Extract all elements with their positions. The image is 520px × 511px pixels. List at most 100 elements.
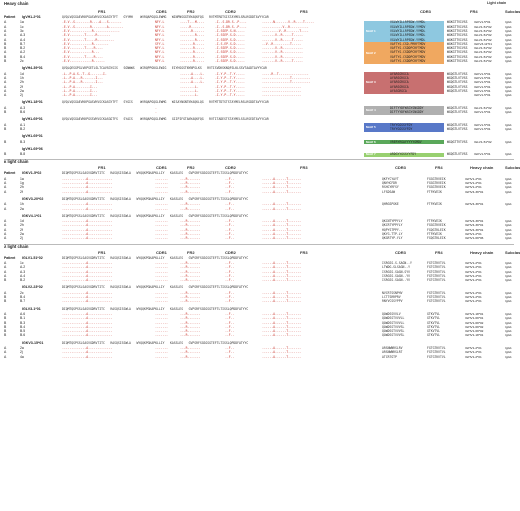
subclass: IgG1 xyxy=(505,346,512,350)
column-header-fr4: FR4 xyxy=(435,249,443,255)
motif-box xyxy=(364,152,444,157)
cdr3-sequence: VAFTYS-CSDDPCRFTMDV xyxy=(390,50,426,55)
cdr1-mutations: NFY-L xyxy=(155,20,165,25)
fr1-mutations: -E-V--S--------R----A---S------- xyxy=(62,20,122,25)
subclass: IgG1 xyxy=(505,185,512,190)
fr4-sequence: WGKGTTVIVSS xyxy=(447,37,468,42)
cdr2-mutations: --F-- xyxy=(225,333,235,338)
subclass: IgG1 xyxy=(505,219,512,224)
clone-id: B.4 xyxy=(20,54,26,59)
germline-gene: IGKV3-15*01 xyxy=(22,340,44,345)
clone-id: B.7 xyxy=(20,41,26,46)
subclass: IgG1 xyxy=(505,295,512,299)
fr1-mutations: -L--P-A---R-------I--- xyxy=(62,75,103,80)
patient-id: A xyxy=(4,346,7,350)
cdr3-sequence: ATCRTGTP xyxy=(382,354,397,359)
clone-id: B.3 xyxy=(20,139,26,144)
column-header-cdr3: CDR3 xyxy=(395,249,406,255)
clone-id: 2h xyxy=(20,185,24,190)
patient-id: A xyxy=(4,273,7,278)
cdr1-mutations: ------- xyxy=(155,273,169,278)
column-header-subclass: Subclass xyxy=(505,165,520,171)
heavy-chain-gene: IGHV1-2*01 xyxy=(465,350,482,355)
section-divider xyxy=(4,243,514,245)
light-chain-gene: IGKV1-5*01 xyxy=(474,20,491,25)
cdr2-mutations: --F-- xyxy=(225,219,235,224)
heavy-chain-gene: IGHV1-69*06 xyxy=(465,236,484,241)
fr1-mutations: -------------A------------- xyxy=(62,189,113,194)
fr4-sequence: FGTGTKVTVL xyxy=(427,295,446,299)
light-chain-gene: IGLV1-51*02 xyxy=(474,59,492,63)
fr3-mutations: ------N-------V--R----T----- xyxy=(262,20,315,25)
fr2-mutations: ---R------- xyxy=(180,329,201,334)
column-header-fr2: FR2 xyxy=(187,9,195,14)
fr2-mutations: ---R------- xyxy=(180,299,201,304)
cdr1-mutations: NFY-L xyxy=(155,37,165,42)
cdr1-mutations: - xyxy=(155,110,157,114)
cdr2-mutations: --F-- xyxy=(225,202,235,207)
fr3-mutations: ---------V--R-------T---- xyxy=(262,28,309,33)
fr3-mutations: ------A------T------- xyxy=(262,329,302,334)
light-chain-gene: IGLV1-51*02 xyxy=(474,105,492,110)
fr1-mutations: -------------A------------- xyxy=(62,260,113,265)
fr1-mutations: -E-V------------R-------------- xyxy=(62,28,120,33)
cdr3-sequence: QHRGSPGKE xyxy=(382,202,399,207)
section-divider xyxy=(4,159,514,161)
fr2-mutations: ------A----L- xyxy=(180,75,205,80)
fr3-mutations: -------V--R-----T----- xyxy=(262,33,303,38)
fr2-mutations: ---R------- xyxy=(180,219,201,224)
cdr1-mutations: NFY-L xyxy=(155,59,165,63)
light-chain-gene: IGKV1-5*01 xyxy=(474,80,491,85)
fr2-mutations: ---R------- xyxy=(180,260,201,265)
light-chain-gene: IGKV1-5*01 xyxy=(474,152,491,157)
cdr3-sequence: ARDGYYGSSYYFDY xyxy=(390,152,417,157)
heavy-chain-gene: IGHV4-39*01 xyxy=(465,223,484,228)
fr3-mutations: -------V--R-----T----- xyxy=(262,59,303,63)
clone-id: A.2 xyxy=(20,50,26,55)
fr2-mutations: ---R------- xyxy=(180,223,201,228)
cdr3-sequence: QNYHCFDR xyxy=(382,181,397,185)
fr2-mutations: ---R------- xyxy=(180,320,201,325)
cdr1-mutations: ------- xyxy=(155,354,169,359)
section-title-heavy: Heavy chain xyxy=(4,1,29,6)
fr2-mutations: --------L- xyxy=(180,88,199,93)
patient-label: Patient xyxy=(4,255,16,260)
column-header-heavy-chain: Heavy chain xyxy=(470,249,494,255)
subclass: IgG1 xyxy=(505,126,512,131)
subclass: IgG1 xyxy=(505,278,512,283)
column-header-fr3: FR3 xyxy=(300,249,308,255)
clone-id: 2j xyxy=(20,236,23,241)
heavy-chain-gene: IGHV1-2*01 xyxy=(465,290,482,295)
cdr3-sequence: AYARSGRGCA xyxy=(390,71,409,76)
motif-box xyxy=(364,140,444,145)
fr4-sequence: WGQGTLVTVSS xyxy=(447,75,468,80)
clone-id: 2a xyxy=(20,232,24,236)
cdr2-mutations: --F-- xyxy=(225,260,235,265)
fr1-mutations: -------------A------------- xyxy=(62,295,113,299)
cdr3-sequence: HQPYSTPPY-- xyxy=(382,227,403,232)
subclass: IgG1 xyxy=(505,46,512,51)
patient-id: B xyxy=(4,329,7,334)
subclass: IgG1 xyxy=(505,269,512,274)
cdr3-sequence: LTWDG-SLSAGN--Y xyxy=(382,265,410,270)
fr4-sequence: FGTGTKVTVL xyxy=(427,346,446,350)
fr3-mutations: ------A------T------- xyxy=(262,311,302,316)
fr1-mutations: -------------A------------- xyxy=(62,329,113,334)
clone-id: 1d xyxy=(20,71,24,76)
motif-box xyxy=(364,20,444,43)
fr2-mutations: ---R------- xyxy=(180,232,201,236)
cdr1-mutations: ------- xyxy=(155,278,169,283)
clone-id: A.4 xyxy=(20,273,26,278)
fr2-mutations: ---R------- xyxy=(180,227,201,232)
patient-id: B xyxy=(4,41,7,46)
light-chain-gene: IGLV1-51*02 xyxy=(474,46,492,51)
fr2-mutations: -----R------- xyxy=(180,24,205,29)
fr3-mutations: ------A------T------- xyxy=(262,236,302,241)
patient-id: A xyxy=(4,185,7,190)
heavy-chain-gene: IGHV1-2*01 xyxy=(465,273,482,278)
heavy-chain-gene: IGHV1-2*01 xyxy=(465,181,482,185)
fr1-mutations: -------------A------------- xyxy=(62,333,113,338)
fr4-sequence: WGKGTTVIVSS xyxy=(447,24,468,29)
light-chain-gene: IGKV1-5*01 xyxy=(474,126,491,131)
light-chain-gene: IGLV1-51*02 xyxy=(474,139,492,144)
